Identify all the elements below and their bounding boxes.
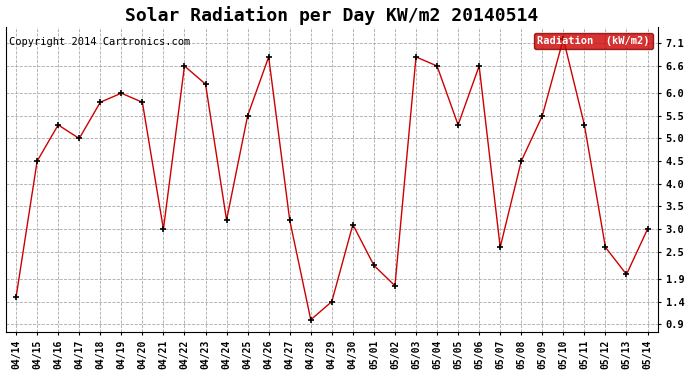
Text: Copyright 2014 Cartronics.com: Copyright 2014 Cartronics.com (9, 37, 190, 46)
Legend: Radiation  (kW/m2): Radiation (kW/m2) (534, 33, 653, 49)
Title: Solar Radiation per Day KW/m2 20140514: Solar Radiation per Day KW/m2 20140514 (125, 6, 538, 24)
